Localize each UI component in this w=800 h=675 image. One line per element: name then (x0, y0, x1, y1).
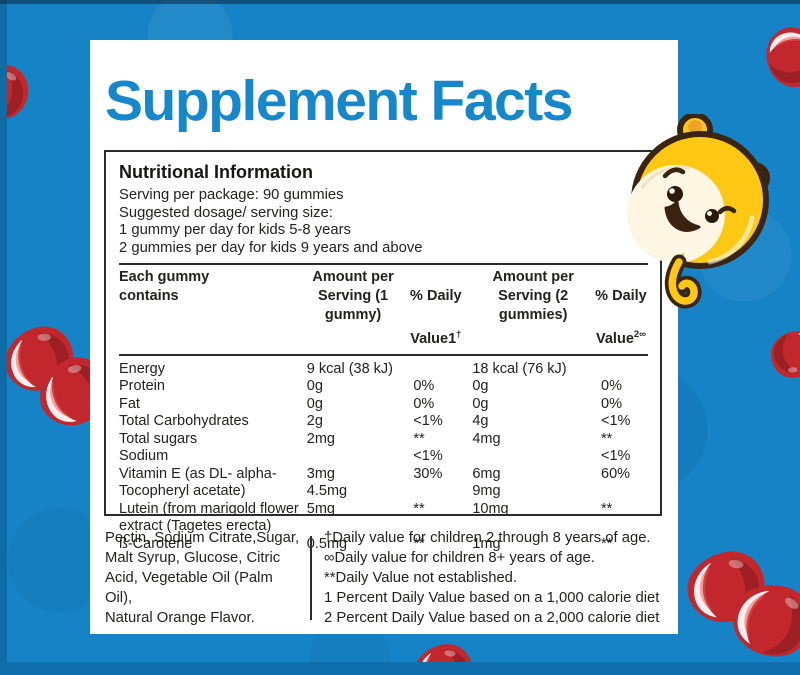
nutrition-row: Total sugars 2mg ** 4mg ** (119, 431, 648, 449)
daily-value-2: ** (601, 430, 613, 447)
serving-info-line: Serving per package: 90 gummies (119, 187, 344, 203)
daily-value-1: 0% (413, 378, 435, 395)
daily-value-1: 30% (413, 465, 443, 482)
mascot-face-icon (662, 167, 737, 232)
amount-per-2-gummies: 0g (472, 395, 489, 412)
serving-info-line: 1 gummy per day for kids 5-8 years (119, 222, 351, 238)
amount-per-1-gummy: 5mg (306, 500, 335, 517)
amount-per-2-gummies: 18 kcal (76 kJ) (472, 360, 567, 377)
column-header-amount-2: Amount per Serving (2 gummies) (492, 269, 574, 323)
footnote-marker: † (456, 329, 462, 340)
ingredients-list: Pectin, Sodium Citrate,Sugar, Malt Syrup… (105, 530, 300, 626)
amount-per-1-gummy: 2g (306, 413, 323, 430)
amount-per-2-gummies: 1mg (472, 535, 501, 552)
footnote-line: ∞Daily value for children 8+ years of ag… (324, 550, 595, 566)
daily-value-1: ** (413, 430, 425, 447)
nutrition-row: Protein 0g 0% 0g 0% (119, 378, 648, 396)
footnotes: †Daily value for children 2 through 8 ye… (324, 528, 668, 628)
footnote-line: †Daily value for children 2 through 8 ye… (324, 530, 651, 546)
nutrition-row: ß-Carotene 0.5mg ** 1mg ** (119, 536, 648, 554)
nutrient-name: Protein (119, 378, 165, 395)
amount-per-1-gummy: 9 kcal (38 kJ) (306, 360, 394, 377)
nutrition-panel: Nutritional Information Serving per pack… (104, 150, 662, 552)
amount-per-2-gummies: 4g (472, 413, 489, 430)
daily-value-1: <1% (413, 448, 443, 465)
daily-value-2: ** (601, 500, 613, 517)
section-title: Nutritional Information (119, 162, 313, 182)
nutrient-name: Energy (119, 360, 165, 377)
label-footer: Pectin, Sodium Citrate,Sugar, Malt Syrup… (105, 528, 668, 628)
page-title: Supplement Facts (105, 69, 573, 133)
header-line: Value1 (410, 330, 457, 347)
column-header-nutrient: Each gummy contains (119, 269, 210, 304)
daily-value-2: ** (601, 535, 613, 552)
header-line: Value (596, 330, 634, 347)
daily-value-2: 60% (601, 465, 631, 482)
nutrient-name: ß-Carotene (119, 535, 193, 552)
bottom-edge-strip (0, 662, 800, 675)
amount-per-2-gummies: 0g (472, 378, 489, 395)
nutrient-name: Vitamin E (as DL- alpha- Tocopheryl acet… (119, 465, 277, 500)
serving-info: Serving per package: 90 gummies Suggeste… (119, 187, 648, 257)
daily-value-2: <1% (601, 448, 631, 465)
nutrition-row: Fat 0g 0% 0g 0% (119, 396, 648, 414)
daily-value-2 (594, 361, 648, 379)
daily-value-1: ** (413, 535, 425, 552)
amount-per-2-gummies: 4mg (472, 430, 501, 447)
daily-value-1: <1% (413, 413, 443, 430)
footnote-line: 1 Percent Daily Value based on a 1,000 c… (324, 590, 660, 606)
amount-per-1-gummy: 0.5mg (306, 535, 348, 552)
amount-per-1-gummy: 3mg 4.5mg (306, 465, 348, 500)
header-line: % Daily (595, 288, 647, 304)
daily-value-2: 0% (601, 378, 622, 395)
footer-divider (310, 536, 312, 620)
daily-value-2: <1% (601, 413, 631, 430)
left-edge-strip (0, 0, 7, 675)
column-header-amount-1: Amount per Serving (1 gummy) (312, 269, 394, 323)
mascot-hand-icon (664, 253, 702, 309)
header-line: % Daily (410, 288, 462, 304)
amount-per-2-gummies: 10mg (472, 500, 509, 517)
column-header-daily-value-1: % Daily Value1† (399, 268, 472, 349)
serving-info-line: Suggested dosage/ serving size: (119, 204, 333, 221)
nutrition-row: Energy 9 kcal (38 kJ) 18 kcal (76 kJ) (119, 361, 648, 379)
nutrient-name: Lutein (from marigold flower extract (Ta… (119, 500, 299, 535)
amount-per-1-gummy: 2mg (306, 430, 335, 447)
daily-value-1 (399, 361, 472, 379)
daily-value-2: 0% (601, 395, 622, 412)
footnote-marker: 2∞ (633, 329, 646, 340)
mascot-character (627, 114, 770, 309)
column-header-daily-value-2: % Daily Value2∞ (594, 268, 648, 349)
top-edge-strip (0, 0, 800, 4)
nutrient-name: Fat (119, 395, 140, 412)
amount-per-1-gummy: 0g (306, 395, 323, 412)
nutrition-row: Vitamin E (as DL- alpha- Tocopheryl acet… (119, 466, 648, 501)
nutrient-name: Total Carbohydrates (119, 413, 249, 430)
amount-per-2-gummies: 6mg 9mg (472, 465, 501, 500)
amount-per-2-gummies (472, 448, 594, 466)
nutrition-table-body: Energy 9 kcal (38 kJ) 18 kcal (76 kJ) Pr… (119, 356, 648, 554)
nutrition-row: Total Carbohydrates 2g <1% 4g <1% (119, 413, 648, 431)
nutrition-row: Sodium <1% <1% (119, 448, 648, 466)
nutrition-row: Lutein (from marigold flower extract (Ta… (119, 501, 648, 536)
daily-value-1: ** (413, 500, 425, 517)
footnote-line: 2 Percent Daily Value based on a 2,000 c… (324, 610, 660, 626)
label-card: Supplement Facts Nutritional Information… (90, 40, 678, 634)
serving-info-line: 2 gummies per day for kids 9 years and a… (119, 239, 423, 256)
gummy-candy (756, 18, 800, 96)
nutrient-name: Sodium (119, 448, 169, 465)
nutrient-name: Total sugars (119, 430, 198, 447)
daily-value-1: 0% (413, 395, 435, 412)
mascot-head-icon (627, 131, 769, 269)
amount-per-1-gummy (307, 448, 400, 466)
amount-per-1-gummy: 0g (306, 378, 323, 395)
nutrition-table-header: Each gummy contains Amount per Serving (… (119, 263, 648, 356)
footnote-line: **Daily Value not established. (324, 570, 518, 586)
